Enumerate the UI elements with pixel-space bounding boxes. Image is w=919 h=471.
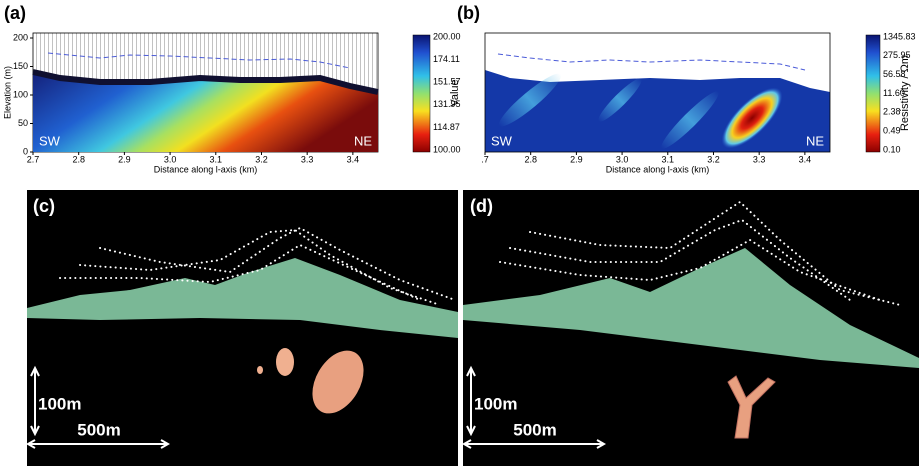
- x-tick-label: 3.1: [210, 154, 223, 164]
- ore-body: [257, 366, 263, 374]
- x-tick-label: 3.0: [164, 154, 177, 164]
- terrain-mesh: [27, 258, 458, 338]
- panel-label: (d): [470, 196, 493, 216]
- region-label: NE: [806, 133, 824, 148]
- colorbar-tick-label: 0.10: [883, 144, 901, 154]
- scale-arrow-horizontal: [25, 439, 171, 449]
- ore-body: [312, 350, 364, 414]
- x-tick-label: 2.9: [118, 154, 131, 164]
- ore-body: [727, 375, 776, 439]
- region-label: SW: [39, 133, 61, 148]
- x-tick-label: 3.4: [799, 154, 812, 164]
- colorbar-tick-label: 2.38: [883, 107, 901, 117]
- y-axis-label: Elevation (m): [2, 66, 12, 119]
- ore-body: [276, 348, 294, 376]
- colorbar-title: Resistivity / Ωm: [899, 55, 911, 131]
- plot-border: [484, 32, 831, 153]
- scale-label: 100m: [38, 394, 81, 413]
- flight-lines: [499, 200, 901, 306]
- x-tick-label: 2.8: [524, 154, 537, 164]
- colorbar-tick-label: 100.00: [433, 144, 461, 154]
- colorbar-tick-label: 174.11: [433, 54, 460, 64]
- y-tick-label: 100: [13, 89, 28, 99]
- region-label: NE: [354, 133, 372, 148]
- anomaly: [661, 91, 719, 149]
- panel-label: (b): [457, 3, 480, 23]
- colorbar-title: Value: [449, 79, 461, 106]
- scale-label: 500m: [77, 420, 120, 439]
- anomaly: [598, 78, 642, 122]
- region-label: SW: [491, 133, 513, 148]
- colorbar-tick-label: 200.00: [433, 31, 461, 41]
- x-tick-label: 3.4: [347, 154, 360, 164]
- flight-line: [497, 53, 806, 71]
- x-tick-label: 3.2: [707, 154, 720, 164]
- x-tick-label: 3.3: [301, 154, 314, 164]
- y-tick-label: 150: [13, 61, 28, 71]
- panel-label: (c): [33, 196, 55, 216]
- colorbar: [412, 34, 431, 153]
- flight-lines: [59, 226, 456, 306]
- scale-label: 100m: [474, 394, 517, 413]
- colorbar-tick-label: 151.57: [433, 77, 461, 87]
- colorbar-tick-label: 11.60: [883, 88, 905, 98]
- anomaly: [498, 73, 562, 127]
- y-tick-label: 200: [13, 32, 28, 42]
- y-tick-label: 50: [18, 118, 28, 128]
- resistivity-section: [485, 70, 830, 152]
- colorbar-tick-label: 114.87: [433, 122, 460, 132]
- flight-line: [47, 52, 351, 69]
- x-tick-label: 2.8: [72, 154, 85, 164]
- x-tick-label: 3.0: [616, 154, 629, 164]
- terrain-mesh: [463, 248, 919, 368]
- x-tick-label: 2.9: [570, 154, 583, 164]
- colorbar-tick-label: 131.95: [433, 99, 461, 109]
- x-tick-label: 2.7: [27, 154, 40, 164]
- scale-arrow-horizontal: [461, 439, 607, 449]
- colorbar: [865, 34, 881, 153]
- x-tick-label: .7: [481, 154, 489, 164]
- x-tick-label: 3.2: [255, 154, 268, 164]
- colorbar-tick-label: 1345.83: [883, 31, 916, 41]
- x-tick-label: 3.3: [753, 154, 766, 164]
- scale-label: 500m: [513, 420, 556, 439]
- x-tick-label: 3.1: [662, 154, 675, 164]
- y-tick-label: 0: [23, 146, 28, 156]
- conductor: [721, 87, 783, 149]
- scale-arrow-vertical: [30, 365, 40, 437]
- panel-label: (a): [4, 3, 26, 23]
- x-axis-label: Distance along l-axis (km): [154, 164, 258, 174]
- x-axis-label: Distance along l-axis (km): [606, 164, 710, 174]
- colorbar-tick-label: 56.58: [883, 69, 906, 79]
- colorbar-tick-label: 0.49: [883, 126, 901, 136]
- terrain-surface: [32, 69, 379, 95]
- model-section: [33, 72, 378, 152]
- scale-arrow-vertical: [466, 365, 476, 437]
- colorbar-tick-label: 275.95: [883, 50, 911, 60]
